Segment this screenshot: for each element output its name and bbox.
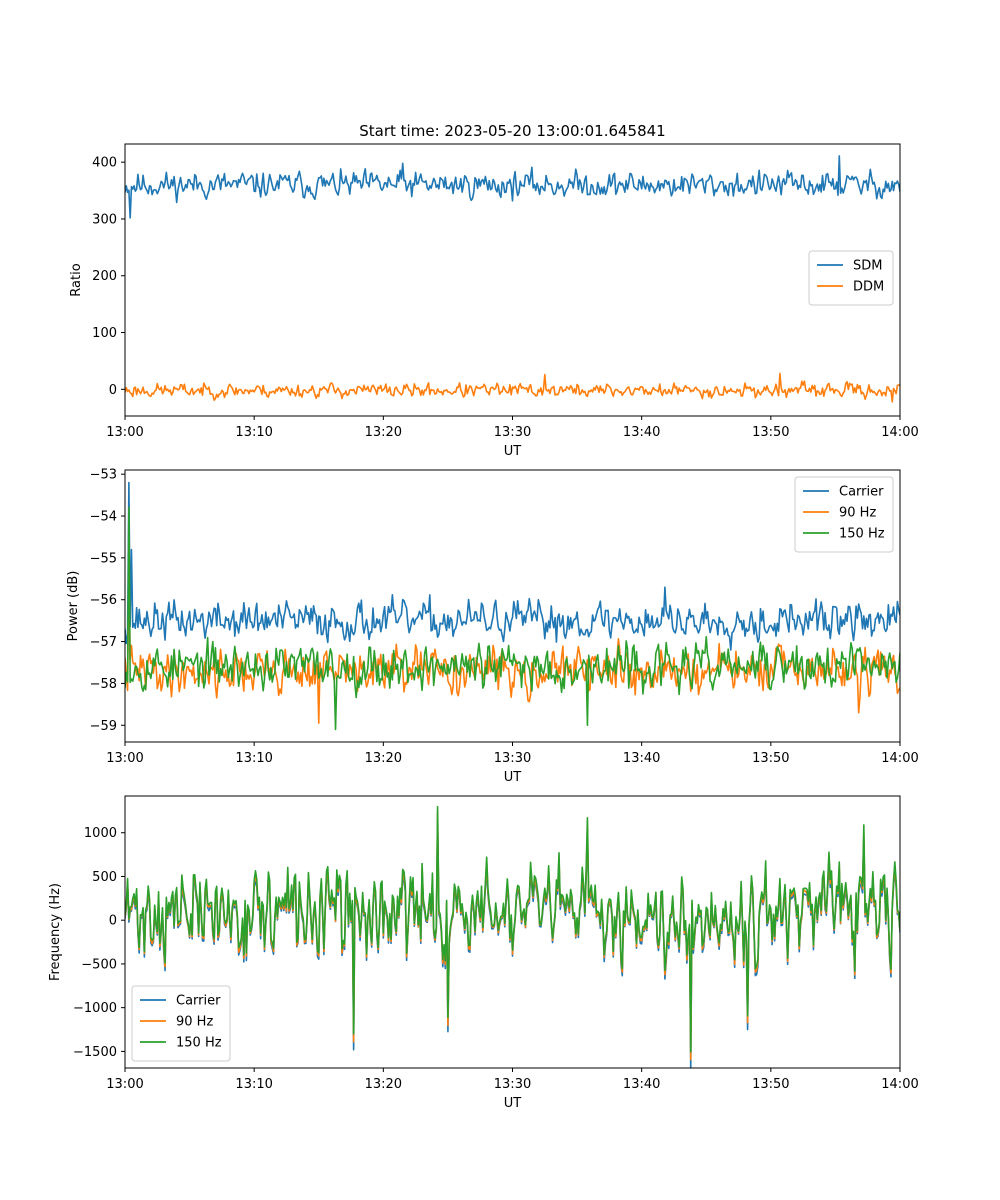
y-tick-label: −56: [90, 593, 117, 608]
series-group: [125, 481, 900, 731]
x-tick-label: 13:40: [623, 425, 660, 440]
y-axis-label: Frequency (Hz): [48, 883, 63, 981]
y-tick-label: 500: [92, 870, 117, 885]
series-line-150-hz: [125, 805, 900, 1053]
x-tick-label: 14:00: [881, 425, 918, 440]
legend-entry: 150 Hz: [839, 527, 885, 542]
frequency-panel: 13:00 13:10 13:20 13:30 13:40 13:50 14:00 −1500…: [48, 795, 919, 1111]
legend-entry: Carrier: [176, 994, 221, 1009]
x-tick-label: 13:40: [623, 751, 660, 766]
y-tick-label: −57: [90, 635, 117, 650]
x-tick-label: 14:00: [881, 1077, 918, 1092]
legend-entry: 90 Hz: [839, 506, 876, 521]
y-tick-label: 0: [109, 914, 117, 929]
legend: SDM DDM: [808, 250, 894, 306]
x-axis-label: UT: [504, 770, 522, 785]
y-tick-label: 200: [92, 269, 117, 284]
legend-entry: Carrier: [839, 485, 884, 500]
series-line-90-hz: [125, 565, 900, 724]
x-axis-label: UT: [504, 1096, 522, 1111]
x-tick-label: 13:00: [106, 751, 143, 766]
y-tick-label: −1500: [73, 1045, 117, 1060]
ratio-panel: 13:00 13:10 13:20 13:30 13:40 13:50 14:00 0 100 2…: [69, 143, 919, 459]
y-tick-label: −500: [81, 957, 117, 972]
x-tick-label: 13:00: [106, 425, 143, 440]
y-tick-label: −54: [90, 510, 117, 525]
x-axis-label: UT: [504, 444, 522, 459]
y-axis-label: Ratio: [69, 263, 84, 296]
x-tick-label: 13:10: [235, 1077, 272, 1092]
plot-frame: [124, 469, 901, 743]
figure-title: Start time: 2023-05-20 13:00:01.645841: [359, 122, 665, 140]
series-line-carrier: [125, 481, 900, 651]
x-tick-label: 13:30: [494, 1077, 531, 1092]
x-tick-label: 13:50: [752, 751, 789, 766]
legend: Carrier 90 Hz 150 Hz: [131, 985, 231, 1062]
x-tick-label: 13:20: [365, 751, 402, 766]
x-tick-label: 13:00: [106, 1077, 143, 1092]
series-group: [125, 155, 900, 403]
x-tick-label: 13:30: [494, 425, 531, 440]
x-tick-label: 13:10: [235, 751, 272, 766]
x-tick-label: 13:20: [365, 425, 402, 440]
power-panel: 13:00 13:10 13:20 13:30 13:40 13:50 14:00 −59 −5…: [66, 468, 919, 785]
x-tick-label: 13:30: [494, 751, 531, 766]
y-tick-label: −59: [90, 719, 117, 734]
x-tick-label: 13:50: [752, 425, 789, 440]
series-line-sdm: [125, 155, 900, 219]
x-tick-label: 13:50: [752, 1077, 789, 1092]
y-tick-label: 0: [109, 383, 117, 398]
x-tick-label: 13:40: [623, 1077, 660, 1092]
legend-entry: 150 Hz: [176, 1036, 222, 1051]
y-tick-label: 300: [92, 212, 117, 227]
y-axis-label: Power (dB): [66, 571, 81, 642]
x-tick-label: 13:10: [235, 425, 272, 440]
y-tick-label: 100: [92, 326, 117, 341]
y-tick-label: −1000: [73, 1001, 117, 1016]
legend-entry: DDM: [853, 280, 884, 295]
plot-frame: [124, 143, 901, 417]
legend: Carrier 90 Hz 150 Hz: [794, 476, 894, 553]
y-tick-label: −53: [90, 468, 117, 483]
y-tick-label: −58: [90, 677, 117, 692]
series-line-150-hz: [125, 506, 900, 731]
series-group: [125, 805, 900, 1068]
legend-entry: 90 Hz: [176, 1015, 213, 1030]
y-tick-label: 1000: [84, 826, 117, 841]
x-tick-label: 13:20: [365, 1077, 402, 1092]
legend-entry: SDM: [853, 259, 882, 274]
series-line-ddm: [125, 372, 900, 403]
y-tick-label: −55: [90, 551, 117, 566]
x-tick-label: 14:00: [881, 751, 918, 766]
y-tick-label: 400: [92, 156, 117, 171]
